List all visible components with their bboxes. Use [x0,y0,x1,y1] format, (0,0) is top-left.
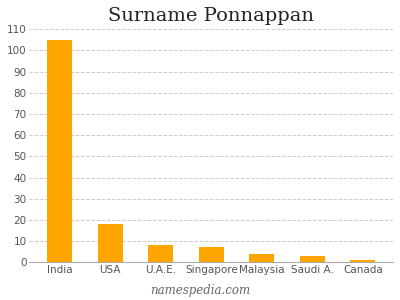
Bar [148,245,173,262]
Title: Surname Ponnappan: Surname Ponnappan [108,7,314,25]
Bar [98,224,123,262]
Bar [249,254,274,262]
Bar [199,248,224,262]
Text: namespedia.com: namespedia.com [150,284,250,297]
Bar [300,256,325,262]
Bar [47,40,72,262]
Bar [350,260,375,262]
